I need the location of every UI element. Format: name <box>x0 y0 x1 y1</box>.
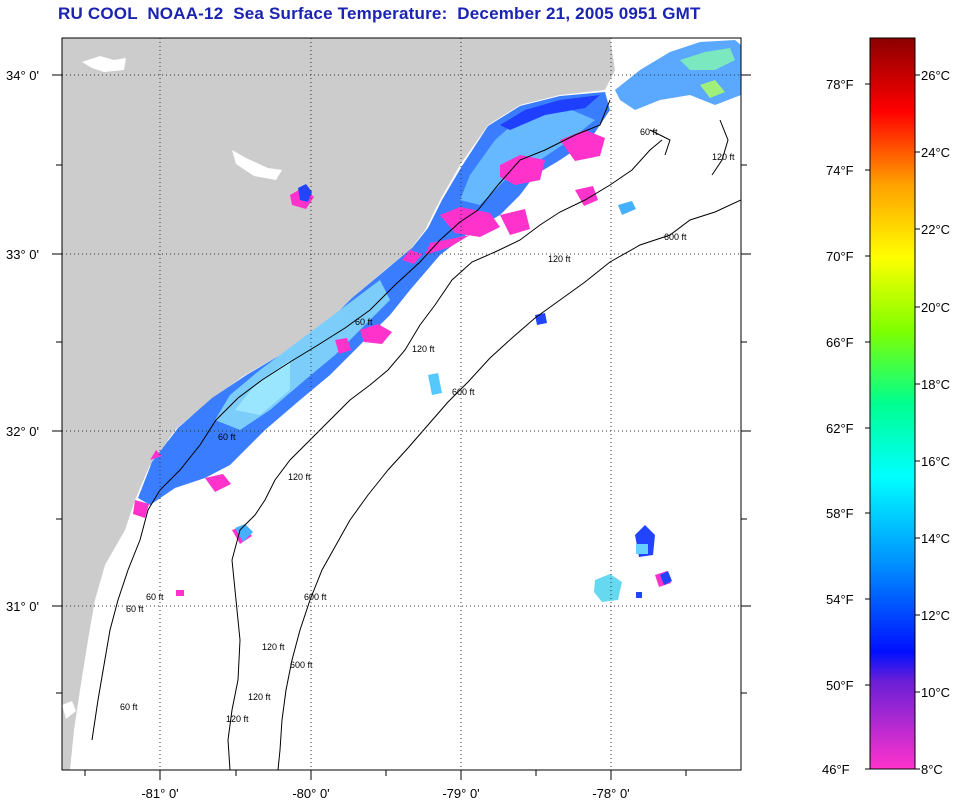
contour-label: 120 ft <box>248 692 271 702</box>
lat-label: 31° 0' <box>6 599 39 614</box>
contour-label: 600 ft <box>452 387 475 397</box>
lon-label: -79° 0' <box>442 786 479 801</box>
colorbar-f-label: 62°F <box>826 421 854 436</box>
land-area <box>62 38 615 770</box>
contour-label: 60 ft <box>218 432 236 442</box>
lake <box>232 150 282 180</box>
colorbar-c-label: 26°C <box>921 68 951 83</box>
colorbar-f-label: 66°F <box>826 335 854 350</box>
contour-label: 120 ft <box>226 714 249 724</box>
lat-label: 33° 0' <box>6 247 39 262</box>
lat-label: 32° 0' <box>6 424 39 439</box>
colorbar-c-label: 14°C <box>921 531 951 546</box>
colorbar-c-label: 18°C <box>921 377 951 392</box>
depth-contours <box>91 99 741 770</box>
axis-ticks <box>52 74 751 780</box>
contour-label: 60 ft <box>146 592 164 602</box>
colorbar-f-label: 70°F <box>826 249 854 264</box>
colorbar-ticks <box>865 74 920 770</box>
contour-label: 600 ft <box>304 592 327 602</box>
colorbar-f-label: 78°F <box>826 77 854 92</box>
map-title: RU COOL NOAA-12 Sea Surface Temperature:… <box>58 4 701 23</box>
map-frame <box>61 37 742 771</box>
contour-label: 120 ft <box>712 152 735 162</box>
colorbar-c-label: 8°C <box>921 762 943 777</box>
colorbar-f-label: 54°F <box>826 592 854 607</box>
lake <box>62 701 76 719</box>
colorbar-f-label: 58°F <box>826 506 854 521</box>
contour-label: 600 ft <box>664 232 687 242</box>
lake <box>82 56 126 72</box>
colorbar-c-label: 16°C <box>921 454 951 469</box>
contour-label: 60 ft <box>120 702 138 712</box>
contour-label: 60 ft <box>355 317 373 327</box>
colorbar-c-label: 24°C <box>921 145 951 160</box>
contour-label: 60 ft <box>640 127 658 137</box>
lon-label: -80° 0' <box>292 786 329 801</box>
lon-label: -81° 0' <box>141 786 178 801</box>
colorbar <box>869 37 916 770</box>
contour-label: 600 ft <box>290 660 313 670</box>
contour-label: 120 ft <box>412 344 435 354</box>
lat-label: 34° 0' <box>6 68 39 83</box>
contour-label: 120 ft <box>288 472 311 482</box>
colorbar-c-label: 12°C <box>921 608 951 623</box>
colorbar-c-label: 10°C <box>921 685 951 700</box>
contour-label: 120 ft <box>262 642 285 652</box>
contour-label: 120 ft <box>548 254 571 264</box>
colorbar-f-label: 74°F <box>826 163 854 178</box>
lon-label: -78° 0' <box>592 786 629 801</box>
contour-label: 60 ft <box>126 604 144 614</box>
colorbar-c-label: 20°C <box>921 300 951 315</box>
colorbar-c-label: 22°C <box>921 222 951 237</box>
colorbar-f-label: 50°F <box>826 678 854 693</box>
colorbar-f-label: 46°F <box>822 762 850 777</box>
